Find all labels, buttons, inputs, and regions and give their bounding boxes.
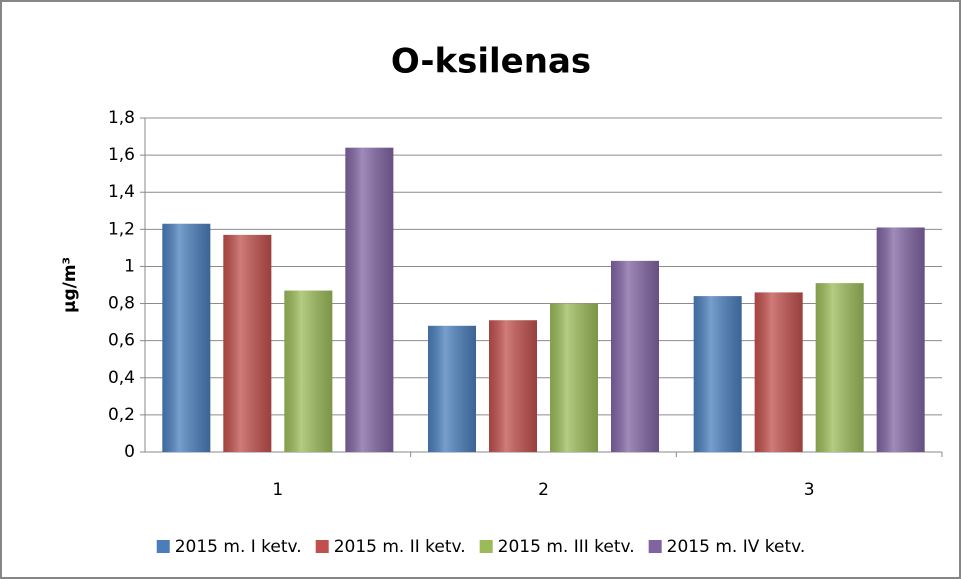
bar xyxy=(611,260,659,452)
bar xyxy=(284,290,333,452)
y-tick-label: 1,4 xyxy=(108,182,135,202)
y-axis-label: µg/m³ xyxy=(60,257,80,313)
y-tick-label: 1,2 xyxy=(108,219,135,239)
y-tick-label: 1,8 xyxy=(108,108,135,128)
bar xyxy=(550,303,598,452)
legend-swatch xyxy=(156,540,170,553)
chart-title: O-ksilenas xyxy=(391,42,591,82)
legend-swatch xyxy=(315,540,329,553)
y-tick-label: 0,2 xyxy=(108,405,135,425)
bar xyxy=(693,296,742,452)
bar xyxy=(876,227,925,452)
legend-label: 2015 m. II ketv. xyxy=(334,537,466,557)
bar xyxy=(815,283,864,452)
x-tick-label: 3 xyxy=(804,480,815,500)
legend-label: 2015 m. I ketv. xyxy=(175,537,302,557)
legend-swatch xyxy=(479,540,493,553)
y-tick-label: 0,8 xyxy=(108,294,135,314)
y-tick-label: 1 xyxy=(124,256,135,276)
y-tick-label: 0,4 xyxy=(108,368,135,388)
bar xyxy=(162,223,211,452)
bar xyxy=(223,234,272,452)
legend-swatch xyxy=(648,540,662,553)
y-tick-label: 0,6 xyxy=(108,331,135,351)
x-tick-label: 2 xyxy=(538,480,549,500)
bar xyxy=(428,325,476,452)
y-tick-label: 0 xyxy=(124,442,135,462)
legend-label: 2015 m. IV ketv. xyxy=(667,537,806,557)
bar xyxy=(754,292,803,452)
bar xyxy=(489,320,537,452)
y-tick-label: 1,6 xyxy=(108,145,135,165)
legend-label: 2015 m. III ketv. xyxy=(498,537,635,557)
bar xyxy=(345,147,394,452)
x-tick-label: 1 xyxy=(272,480,283,500)
